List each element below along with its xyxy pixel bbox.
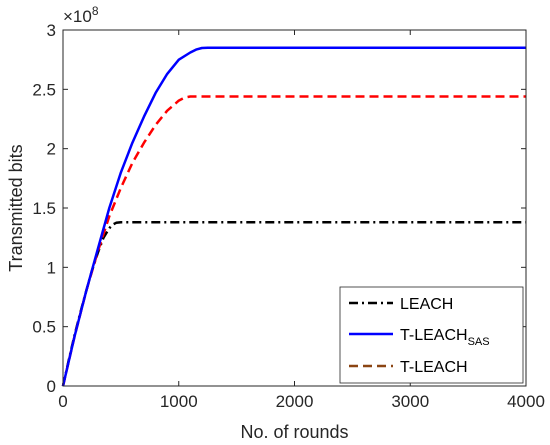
legend-label-t-leach-sas: T-LEACHSAS	[400, 327, 490, 348]
x-tick-label: 2000	[276, 392, 314, 411]
legend-label-leach: LEACH	[400, 296, 453, 313]
series-layer	[61, 46, 526, 387]
legend-subscript-sas: SAS	[468, 336, 490, 348]
y-tick-label: 3	[47, 21, 56, 40]
y-tick-label: 1.5	[32, 199, 56, 218]
x-axis-label: No. of rounds	[240, 422, 348, 442]
series-line-t-leach	[61, 95, 526, 387]
y-axis-label: Transmitted bits	[6, 144, 26, 271]
series-line-t-leach-sas	[61, 46, 526, 387]
y-tick-label: 1	[47, 258, 56, 277]
x-tick-label: 4000	[507, 392, 545, 411]
y-multiplier-label: ×108	[63, 4, 99, 26]
ticks-layer: 0 1000 2000 3000 4000 0 0.5 1 1.5 2 2.5 3	[32, 21, 545, 411]
x-tick-label: 3000	[391, 392, 429, 411]
x-tick-label: 1000	[160, 392, 198, 411]
legend-label-t-leach: T-LEACH	[400, 359, 468, 376]
y-tick-label: 2	[47, 140, 56, 159]
y-tick-label: 0.5	[32, 318, 56, 337]
y-multiplier-exponent: 8	[92, 4, 99, 18]
y-tick-label: 0	[47, 377, 56, 396]
legend: LEACH T-LEACHSAS T-LEACH	[339, 286, 524, 384]
y-tick-label: 2.5	[32, 80, 56, 99]
x-tick-label: 0	[58, 392, 67, 411]
